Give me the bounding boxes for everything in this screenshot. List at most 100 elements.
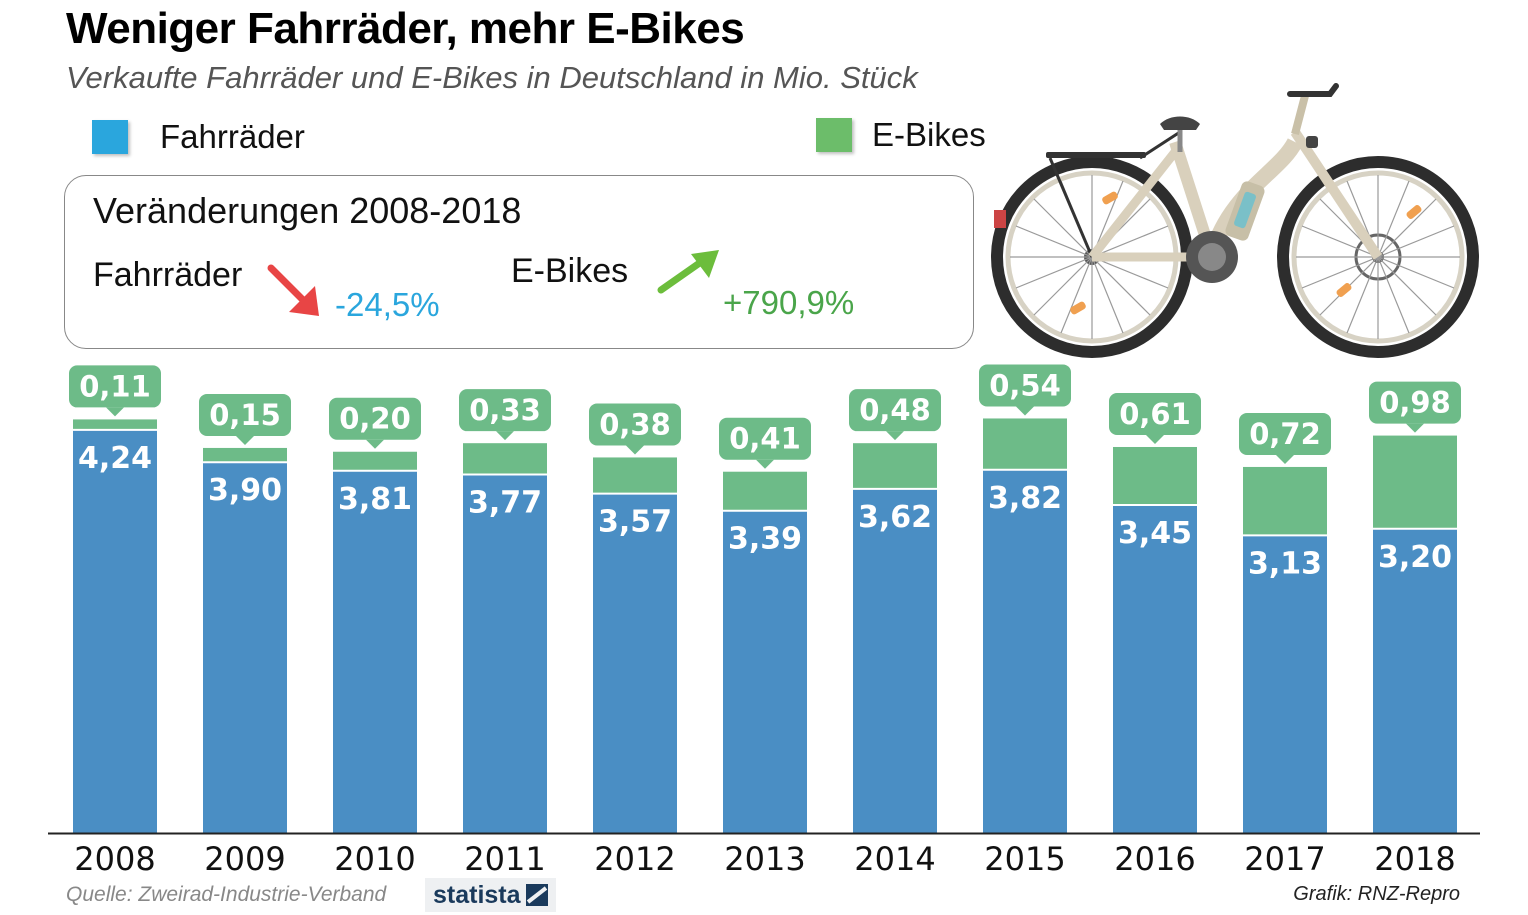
label-ebikes-2009: 0,15 bbox=[209, 398, 281, 432]
statista-logo-icon bbox=[525, 884, 548, 906]
statista-logo-text: statista bbox=[433, 880, 521, 909]
bar-fahrraeder-2017 bbox=[1243, 535, 1327, 833]
label-fahrraeder-2016: 3,45 bbox=[1118, 516, 1192, 551]
label-box-ebikes-2012 bbox=[589, 403, 681, 446]
label-fahrraeder-2017: 3,13 bbox=[1248, 546, 1322, 581]
bar-fahrraeder-2010 bbox=[333, 470, 417, 833]
label-box-ebikes-2015 bbox=[979, 364, 1071, 407]
bar-fahrraeder-2009 bbox=[203, 462, 287, 833]
label-box-ebikes-2016 bbox=[1109, 392, 1201, 435]
label-ebikes-2008: 0,11 bbox=[79, 369, 151, 403]
change-label-ebikes: E-Bikes bbox=[511, 252, 629, 290]
legend-label-fahrraeder: Fahrräder bbox=[160, 118, 305, 155]
x-tick-label-2016: 2016 bbox=[1114, 840, 1195, 878]
bar-ebikes-2015 bbox=[983, 418, 1067, 470]
bar-fahrraeder-2008 bbox=[73, 429, 157, 833]
label-pointer-ebikes-2016 bbox=[1146, 434, 1164, 444]
label-pointer-ebikes-2009 bbox=[236, 435, 254, 445]
label-box-ebikes-2009 bbox=[199, 393, 291, 436]
legend-swatch-ebikes bbox=[816, 118, 852, 152]
source-note: Quelle: Zweirad-Industrie-Verband bbox=[66, 883, 387, 906]
change-value-fahrraeder: -24,5% bbox=[335, 286, 440, 323]
label-ebikes-2016: 0,61 bbox=[1119, 397, 1191, 431]
label-ebikes-2013: 0,41 bbox=[729, 422, 801, 456]
change-label-fahrraeder: Fahrräder bbox=[93, 256, 243, 294]
x-tick-label-2010: 2010 bbox=[334, 840, 415, 878]
label-pointer-ebikes-2017 bbox=[1276, 454, 1294, 464]
bar-fahrraeder-2011 bbox=[463, 474, 547, 833]
label-pointer-ebikes-2008 bbox=[106, 407, 124, 417]
bar-ebikes-2018 bbox=[1373, 435, 1457, 529]
label-box-ebikes-2014 bbox=[849, 389, 941, 432]
bar-fahrraeder-2013 bbox=[723, 510, 807, 833]
label-box-ebikes-2010 bbox=[329, 397, 421, 440]
label-fahrraeder-2009: 3,90 bbox=[208, 473, 282, 508]
bar-fahrraeder-2014 bbox=[853, 488, 937, 833]
label-ebikes-2012: 0,38 bbox=[599, 407, 671, 441]
x-tick-label-2014: 2014 bbox=[854, 840, 935, 878]
label-box-ebikes-2017 bbox=[1239, 412, 1331, 455]
x-tick-label-2009: 2009 bbox=[204, 840, 285, 878]
bar-ebikes-2009 bbox=[203, 447, 287, 463]
bar-ebikes-2016 bbox=[1113, 446, 1197, 505]
label-box-ebikes-2013 bbox=[719, 417, 811, 460]
bar-fahrraeder-2016 bbox=[1113, 504, 1197, 833]
bar-ebikes-2008 bbox=[73, 419, 157, 430]
label-ebikes-2010: 0,20 bbox=[339, 402, 411, 436]
bar-ebikes-2014 bbox=[853, 443, 937, 489]
x-tick-label-2017: 2017 bbox=[1244, 840, 1325, 878]
bar-ebikes-2011 bbox=[463, 443, 547, 475]
x-tick-label-2015: 2015 bbox=[984, 840, 1065, 878]
label-fahrraeder-2018: 3,20 bbox=[1378, 540, 1452, 575]
label-pointer-ebikes-2014 bbox=[886, 431, 904, 441]
label-box-ebikes-2018 bbox=[1369, 381, 1461, 424]
label-ebikes-2017: 0,72 bbox=[1249, 417, 1321, 451]
label-ebikes-2014: 0,48 bbox=[859, 393, 931, 427]
arrow-up-right-icon bbox=[657, 250, 719, 294]
label-box-ebikes-2011 bbox=[459, 389, 551, 432]
x-tick-label-2012: 2012 bbox=[594, 840, 675, 878]
label-ebikes-2018: 0,98 bbox=[1379, 386, 1451, 420]
arrow-down-right-icon bbox=[267, 264, 319, 316]
label-pointer-ebikes-2015 bbox=[1016, 406, 1034, 416]
legend-swatch-fahrraeder bbox=[92, 120, 128, 154]
bar-fahrraeder-2012 bbox=[593, 493, 677, 833]
label-fahrraeder-2008: 4,24 bbox=[78, 441, 152, 476]
x-tick-label-2013: 2013 bbox=[724, 840, 805, 878]
bar-ebikes-2010 bbox=[333, 451, 417, 471]
legend-label-ebikes: E-Bikes bbox=[872, 116, 986, 153]
label-ebikes-2011: 0,33 bbox=[469, 393, 541, 427]
label-fahrraeder-2013: 3,39 bbox=[728, 522, 802, 557]
bar-fahrraeder-2015 bbox=[983, 469, 1067, 833]
bar-ebikes-2012 bbox=[593, 457, 677, 494]
x-tick-label-2008: 2008 bbox=[74, 840, 155, 878]
label-fahrraeder-2014: 3,62 bbox=[858, 500, 932, 535]
x-tick-label-2018: 2018 bbox=[1374, 840, 1455, 878]
change-summary-title: Veränderungen 2008-2018 bbox=[93, 190, 522, 231]
label-box-ebikes-2008 bbox=[69, 365, 161, 408]
label-pointer-ebikes-2011 bbox=[496, 431, 514, 441]
label-ebikes-2015: 0,54 bbox=[989, 368, 1061, 402]
statista-logo: statista bbox=[425, 878, 556, 912]
legend-item-fahrraeder: Fahrräder bbox=[92, 118, 305, 156]
label-fahrraeder-2010: 3,81 bbox=[338, 482, 412, 517]
label-fahrraeder-2015: 3,82 bbox=[988, 481, 1062, 516]
bar-ebikes-2017 bbox=[1243, 466, 1327, 536]
change-value-ebikes: +790,9% bbox=[723, 284, 855, 321]
label-pointer-ebikes-2012 bbox=[626, 445, 644, 455]
legend-item-ebikes: E-Bikes bbox=[816, 116, 986, 154]
label-pointer-ebikes-2010 bbox=[366, 439, 384, 449]
bar-ebikes-2013 bbox=[723, 471, 807, 511]
e-bike-illustration bbox=[991, 83, 1479, 358]
x-tick-label-2011: 2011 bbox=[464, 840, 545, 878]
graphic-credit: Grafik: RNZ-Repro bbox=[1293, 883, 1460, 905]
change-summary-box: Veränderungen 2008-2018 Fahrräder -24,5%… bbox=[64, 175, 974, 349]
label-pointer-ebikes-2018 bbox=[1406, 423, 1424, 433]
bar-fahrraeder-2018 bbox=[1373, 528, 1457, 833]
label-fahrraeder-2012: 3,57 bbox=[598, 505, 672, 540]
label-fahrraeder-2011: 3,77 bbox=[468, 486, 542, 521]
bike-frame bbox=[994, 83, 1383, 283]
chart-subtitle: Verkaufte Fahrräder und E-Bikes in Deuts… bbox=[66, 60, 918, 95]
chart-title: Weniger Fahrräder, mehr E-Bikes bbox=[66, 4, 745, 53]
label-pointer-ebikes-2013 bbox=[756, 459, 774, 469]
